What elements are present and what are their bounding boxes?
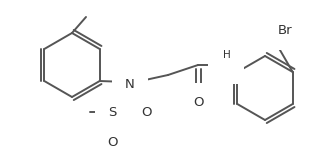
Text: O: O <box>142 105 152 119</box>
Text: Br: Br <box>278 24 292 36</box>
Text: S: S <box>108 105 116 119</box>
Text: H: H <box>223 50 231 60</box>
Text: O: O <box>107 136 117 148</box>
Text: O: O <box>193 96 203 109</box>
Text: N: N <box>125 79 135 92</box>
Text: N: N <box>221 57 231 71</box>
